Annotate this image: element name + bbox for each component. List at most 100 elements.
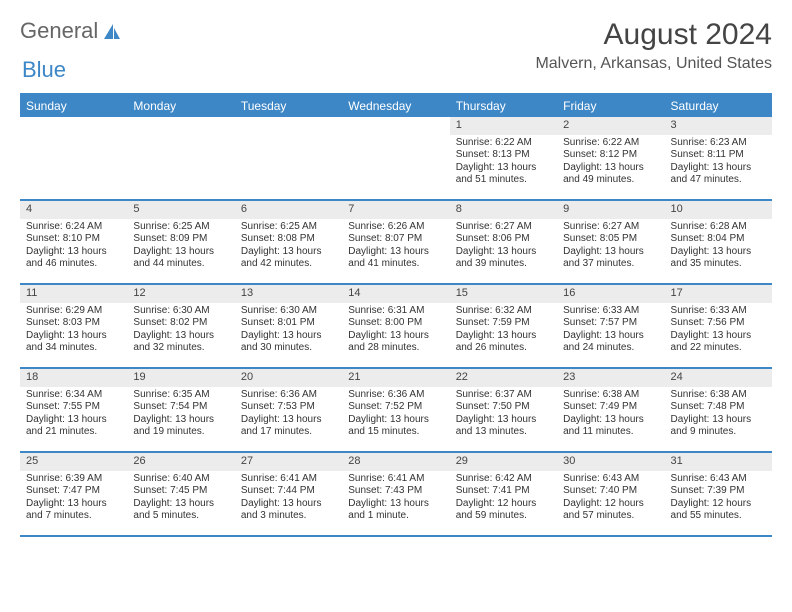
calendar-week-row: 25Sunrise: 6:39 AMSunset: 7:47 PMDayligh…	[20, 453, 772, 537]
calendar-header-cell: Tuesday	[235, 95, 342, 117]
day-number: 21	[342, 369, 449, 387]
calendar-day-cell: 24 Sunrise: 6:38 AMSunset: 7:48 PMDayligh…	[665, 369, 772, 451]
sunset-text: Sunset: 7:54 PM	[133, 401, 228, 414]
sunrise-text: Sunrise: 6:26 AM	[348, 221, 443, 234]
daylight-text: Daylight: 13 hours and 35 minutes.	[671, 246, 766, 271]
sunset-text: Sunset: 7:49 PM	[563, 401, 658, 414]
day-number: 2	[557, 117, 664, 135]
calendar-day-cell: 18Sunrise: 6:34 AMSunset: 7:55 PMDayligh…	[20, 369, 127, 451]
location-label: Malvern, Arkansas, United States	[535, 55, 772, 73]
sunrise-text: Sunrise: 6:28 AM	[671, 221, 766, 234]
sunrise-text: Sunrise: 6:27 AM	[563, 221, 658, 234]
day-number: 8	[450, 201, 557, 219]
sunrise-text: Sunrise: 6:22 AM	[563, 137, 658, 150]
daylight-text: Daylight: 13 hours and 49 minutes.	[563, 162, 658, 187]
day-details: Sunrise: 6:41 AMSunset: 7:43 PMDaylight:…	[342, 471, 449, 527]
day-details: Sunrise: 6:38 AMSunset: 7:49 PMDaylight:…	[557, 387, 664, 443]
day-details	[127, 133, 234, 139]
day-number: 20	[235, 369, 342, 387]
calendar-day-cell: 27Sunrise: 6:41 AMSunset: 7:44 PMDayligh…	[235, 453, 342, 535]
day-details: Sunrise: 6:29 AMSunset: 8:03 PMDaylight:…	[20, 303, 127, 359]
day-details	[342, 133, 449, 139]
sunset-text: Sunset: 7:40 PM	[563, 485, 658, 498]
daylight-text: Daylight: 13 hours and 5 minutes.	[133, 498, 228, 523]
day-number: 16	[557, 285, 664, 303]
day-number: 23	[557, 369, 664, 387]
sunset-text: Sunset: 8:01 PM	[241, 317, 336, 330]
calendar-day-cell: 6Sunrise: 6:25 AMSunset: 8:08 PMDaylight…	[235, 201, 342, 283]
calendar-day-cell: 7Sunrise: 6:26 AMSunset: 8:07 PMDaylight…	[342, 201, 449, 283]
sunset-text: Sunset: 8:02 PM	[133, 317, 228, 330]
sunrise-text: Sunrise: 6:43 AM	[671, 473, 766, 486]
calendar-header-cell: Thursday	[450, 95, 557, 117]
calendar-day-cell: 19Sunrise: 6:35 AMSunset: 7:54 PMDayligh…	[127, 369, 234, 451]
calendar-week-row: 4Sunrise: 6:24 AMSunset: 8:10 PMDaylight…	[20, 201, 772, 285]
day-number: 31	[665, 453, 772, 471]
daylight-text: Daylight: 12 hours and 55 minutes.	[671, 498, 766, 523]
daylight-text: Daylight: 13 hours and 7 minutes.	[26, 498, 121, 523]
day-number: 14	[342, 285, 449, 303]
day-details: Sunrise: 6:39 AMSunset: 7:47 PMDaylight:…	[20, 471, 127, 527]
day-number: 6	[235, 201, 342, 219]
calendar-header-cell: Friday	[557, 95, 664, 117]
day-number: 24	[665, 369, 772, 387]
sunset-text: Sunset: 7:48 PM	[671, 401, 766, 414]
calendar-day-cell: 21Sunrise: 6:36 AMSunset: 7:52 PMDayligh…	[342, 369, 449, 451]
calendar-day-cell: 15Sunrise: 6:32 AMSunset: 7:59 PMDayligh…	[450, 285, 557, 367]
calendar-day-cell: 1Sunrise: 6:22 AMSunset: 8:13 PMDaylight…	[450, 117, 557, 199]
calendar-day-cell: 14Sunrise: 6:31 AMSunset: 8:00 PMDayligh…	[342, 285, 449, 367]
day-number: 11	[20, 285, 127, 303]
calendar-day-cell: 8Sunrise: 6:27 AMSunset: 8:06 PMDaylight…	[450, 201, 557, 283]
day-details: Sunrise: 6:31 AMSunset: 8:00 PMDaylight:…	[342, 303, 449, 359]
sunrise-text: Sunrise: 6:35 AM	[133, 389, 228, 402]
day-number: 22	[450, 369, 557, 387]
sunrise-text: Sunrise: 6:42 AM	[456, 473, 551, 486]
sunrise-text: Sunrise: 6:32 AM	[456, 305, 551, 318]
daylight-text: Daylight: 13 hours and 24 minutes.	[563, 330, 658, 355]
daylight-text: Daylight: 13 hours and 9 minutes.	[671, 414, 766, 439]
calendar-day-cell	[127, 117, 234, 199]
daylight-text: Daylight: 13 hours and 47 minutes.	[671, 162, 766, 187]
day-details: Sunrise: 6:32 AMSunset: 7:59 PMDaylight:…	[450, 303, 557, 359]
calendar-header-cell: Saturday	[665, 95, 772, 117]
day-number: 25	[20, 453, 127, 471]
sunset-text: Sunset: 8:06 PM	[456, 233, 551, 246]
sunrise-text: Sunrise: 6:33 AM	[563, 305, 658, 318]
sunrise-text: Sunrise: 6:41 AM	[348, 473, 443, 486]
sunrise-text: Sunrise: 6:38 AM	[671, 389, 766, 402]
day-details: Sunrise: 6:41 AMSunset: 7:44 PMDaylight:…	[235, 471, 342, 527]
sunset-text: Sunset: 7:41 PM	[456, 485, 551, 498]
daylight-text: Daylight: 12 hours and 57 minutes.	[563, 498, 658, 523]
sunset-text: Sunset: 7:53 PM	[241, 401, 336, 414]
page-title: August 2024	[535, 18, 772, 51]
sunrise-text: Sunrise: 6:23 AM	[671, 137, 766, 150]
day-number: 27	[235, 453, 342, 471]
calendar-day-cell: 29Sunrise: 6:42 AMSunset: 7:41 PMDayligh…	[450, 453, 557, 535]
day-number: 29	[450, 453, 557, 471]
day-number: 10	[665, 201, 772, 219]
brand-part2: Blue	[22, 57, 66, 82]
calendar-day-cell: 16Sunrise: 6:33 AMSunset: 7:57 PMDayligh…	[557, 285, 664, 367]
day-number	[20, 117, 127, 133]
calendar-day-cell: 17Sunrise: 6:33 AMSunset: 7:56 PMDayligh…	[665, 285, 772, 367]
daylight-text: Daylight: 13 hours and 11 minutes.	[563, 414, 658, 439]
calendar-day-cell: 3Sunrise: 6:23 AMSunset: 8:11 PMDaylight…	[665, 117, 772, 199]
day-details: Sunrise: 6:27 AMSunset: 8:06 PMDaylight:…	[450, 219, 557, 275]
day-number	[235, 117, 342, 133]
daylight-text: Daylight: 13 hours and 13 minutes.	[456, 414, 551, 439]
sunset-text: Sunset: 7:52 PM	[348, 401, 443, 414]
day-number: 3	[665, 117, 772, 135]
calendar-day-cell: 28Sunrise: 6:41 AMSunset: 7:43 PMDayligh…	[342, 453, 449, 535]
calendar-day-cell	[342, 117, 449, 199]
calendar-day-cell: 5Sunrise: 6:25 AMSunset: 8:09 PMDaylight…	[127, 201, 234, 283]
day-details: Sunrise: 6:43 AMSunset: 7:39 PMDaylight:…	[665, 471, 772, 527]
day-number: 26	[127, 453, 234, 471]
day-details: Sunrise: 6:35 AMSunset: 7:54 PMDaylight:…	[127, 387, 234, 443]
calendar-week-row: 11Sunrise: 6:29 AMSunset: 8:03 PMDayligh…	[20, 285, 772, 369]
sunset-text: Sunset: 8:09 PM	[133, 233, 228, 246]
day-number	[127, 117, 234, 133]
calendar-day-cell: 2Sunrise: 6:22 AMSunset: 8:12 PMDaylight…	[557, 117, 664, 199]
daylight-text: Daylight: 13 hours and 51 minutes.	[456, 162, 551, 187]
sunset-text: Sunset: 7:50 PM	[456, 401, 551, 414]
calendar-header-cell: Monday	[127, 95, 234, 117]
